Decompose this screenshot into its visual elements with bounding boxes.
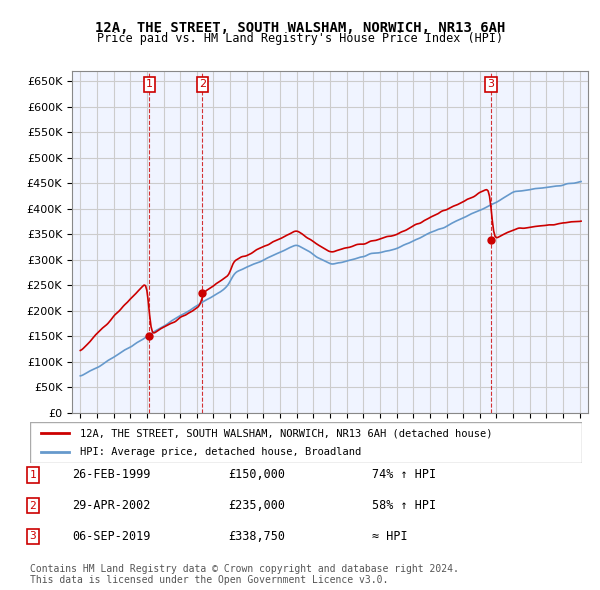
FancyBboxPatch shape: [30, 422, 582, 463]
Text: 74% ↑ HPI: 74% ↑ HPI: [372, 468, 436, 481]
Text: 3: 3: [488, 80, 494, 90]
Text: £150,000: £150,000: [228, 468, 285, 481]
Text: Price paid vs. HM Land Registry's House Price Index (HPI): Price paid vs. HM Land Registry's House …: [97, 32, 503, 45]
Text: 3: 3: [29, 532, 37, 541]
Text: HPI: Average price, detached house, Broadland: HPI: Average price, detached house, Broa…: [80, 447, 361, 457]
Text: 58% ↑ HPI: 58% ↑ HPI: [372, 499, 436, 512]
Text: 2: 2: [29, 501, 37, 510]
Text: 06-SEP-2019: 06-SEP-2019: [72, 530, 151, 543]
Text: 12A, THE STREET, SOUTH WALSHAM, NORWICH, NR13 6AH (detached house): 12A, THE STREET, SOUTH WALSHAM, NORWICH,…: [80, 428, 492, 438]
Text: 1: 1: [146, 80, 153, 90]
Text: ≈ HPI: ≈ HPI: [372, 530, 407, 543]
Text: 12A, THE STREET, SOUTH WALSHAM, NORWICH, NR13 6AH: 12A, THE STREET, SOUTH WALSHAM, NORWICH,…: [95, 21, 505, 35]
Text: 1: 1: [29, 470, 37, 480]
Text: £235,000: £235,000: [228, 499, 285, 512]
Text: 29-APR-2002: 29-APR-2002: [72, 499, 151, 512]
Text: 2: 2: [199, 80, 206, 90]
Text: Contains HM Land Registry data © Crown copyright and database right 2024.
This d: Contains HM Land Registry data © Crown c…: [30, 563, 459, 585]
Text: 26-FEB-1999: 26-FEB-1999: [72, 468, 151, 481]
Text: £338,750: £338,750: [228, 530, 285, 543]
